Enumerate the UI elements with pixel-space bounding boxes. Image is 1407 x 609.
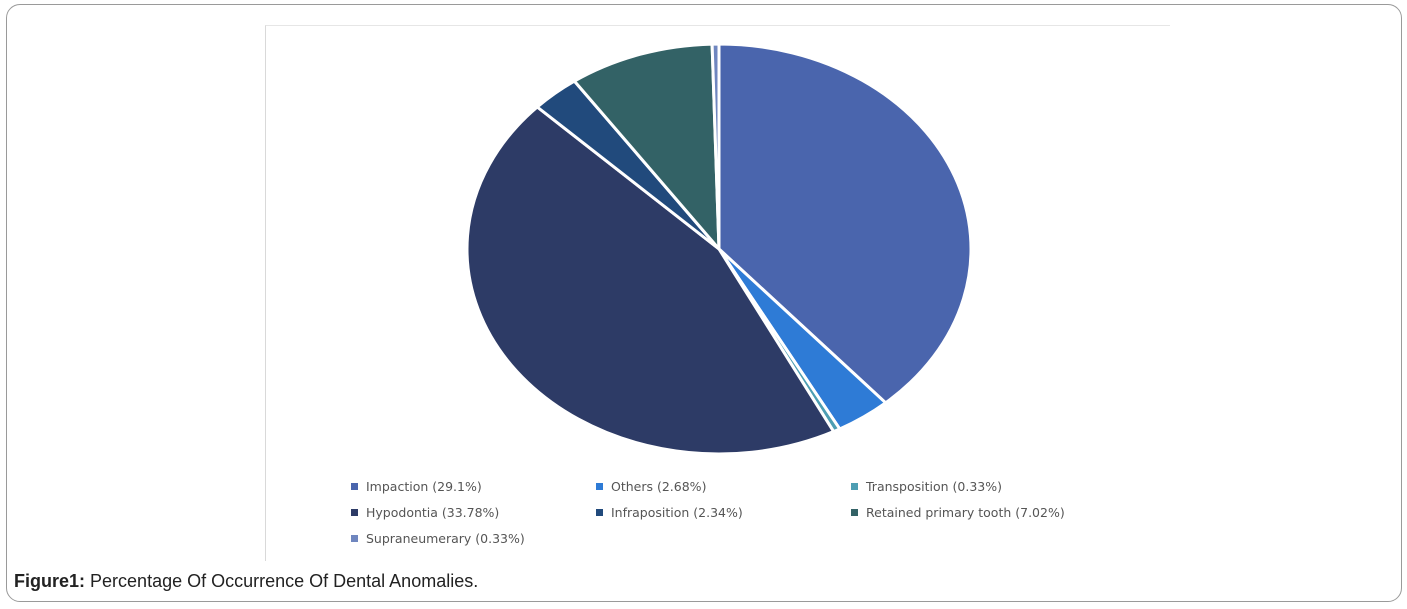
legend-swatch [851,508,858,516]
figure-frame: Impaction (29.1%) Others (2.68%) Transposi… [6,4,1402,602]
pie-slice-retained-primary-tooth [572,42,721,251]
legend-item-transposition: Transposition (0.33%) [851,476,1151,496]
legend-item-supraneumerary: Supraneumerary (0.33%) [351,528,596,548]
legend-label: Others (2.68%) [611,478,707,494]
legend-label: Transposition (0.33%) [866,478,1002,494]
figure-caption: Figure1: Percentage Of Occurrence Of Den… [14,571,478,592]
figure-caption-text: Percentage Of Occurrence Of Dental Anoma… [90,571,479,591]
legend-item-impaction: Impaction (29.1%) [351,476,596,496]
legend-label: Retained primary tooth (7.02%) [866,504,1065,520]
legend-label: Impaction (29.1%) [366,478,482,494]
legend-swatch [351,482,358,490]
legend-swatch [351,508,358,516]
legend-swatch [351,534,358,542]
legend-label: Supraneumerary (0.33%) [366,530,525,546]
pie-slice-hypodontia [465,105,836,456]
pie-slice-supraneumerary [710,42,721,251]
legend-item-retained-primary-tooth: Retained primary tooth (7.02%) [851,502,1151,522]
legend-item-hypodontia: Hypodontia (33.78%) [351,502,596,522]
legend-swatch [851,482,858,490]
legend-item-infraposition: Infraposition (2.34%) [596,502,851,522]
chart-legend: Impaction (29.1%) Others (2.68%) Transposi… [351,476,1151,548]
legend-item-others: Others (2.68%) [596,476,851,496]
chart-area: Impaction (29.1%) Others (2.68%) Transposi… [265,25,1170,561]
pie-chart [465,42,973,456]
legend-swatch [596,482,603,490]
legend-label: Infraposition (2.34%) [611,504,743,520]
pie-slice-impaction [717,42,973,405]
figure-label: Figure1: [14,571,86,591]
legend-swatch [596,508,603,516]
legend-label: Hypodontia (33.78%) [366,504,500,520]
